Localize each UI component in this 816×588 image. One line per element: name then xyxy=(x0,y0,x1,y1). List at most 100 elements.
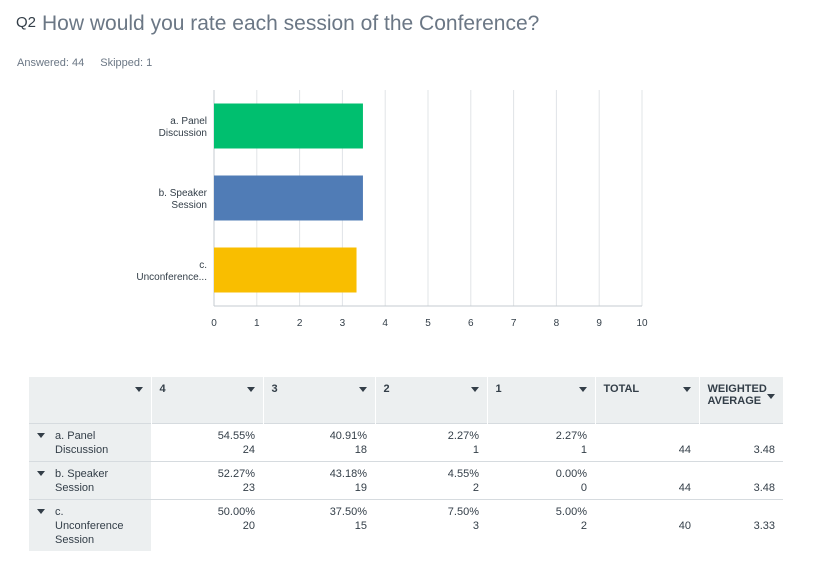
response-cell: 2.27% 1 xyxy=(375,423,487,462)
response-cell: 52.27% 23 xyxy=(151,461,263,500)
column-header-label: WEIGHTED xyxy=(707,383,767,395)
answered-count: Answered: 44 xyxy=(17,57,85,69)
column-header[interactable]: TOTAL xyxy=(594,377,699,424)
response-cell: 0.00% 0 xyxy=(487,461,595,500)
count-value: 2 xyxy=(472,482,479,494)
row-header: a. Panel Discussion xyxy=(29,423,151,462)
row-label: b. Speaker Session xyxy=(55,468,109,494)
response-cell: 7.50% 3 xyxy=(375,499,487,551)
response-cell: 40.91% 18 xyxy=(263,423,375,462)
table-header-row: 4 3 2 1 TOTAL WEIGHTED AVERAGE xyxy=(29,377,783,424)
column-header[interactable] xyxy=(29,377,151,424)
response-cell: 5.00% 2 xyxy=(487,499,595,551)
count-value: 1 xyxy=(580,444,587,456)
category-label: a. Panel xyxy=(170,116,207,127)
bar xyxy=(214,103,363,149)
percent-value: 2.27% xyxy=(447,430,479,442)
row-expand-caret-icon[interactable] xyxy=(37,509,45,514)
total-value: 40 xyxy=(595,499,699,551)
sort-caret-icon[interactable] xyxy=(767,394,775,399)
percent-value: 2.27% xyxy=(555,430,587,442)
percent-value: 52.27% xyxy=(217,468,255,480)
row-label: c. Unconference Session xyxy=(55,506,124,546)
skipped-count: Skipped: 1 xyxy=(100,57,153,69)
count-value: 15 xyxy=(354,520,367,532)
category-label: Session xyxy=(171,200,207,211)
percent-value: 4.55% xyxy=(447,468,479,480)
table-row: b. Speaker Session 52.27% 23 43.18% 19 4.55% 2 0… xyxy=(29,461,783,500)
x-tick-label: 2 xyxy=(297,318,303,329)
column-header-label: TOTAL xyxy=(603,383,640,395)
weighted-average-value: 3.48 xyxy=(699,461,783,500)
percent-value: 43.18% xyxy=(329,468,367,480)
count-value: 2 xyxy=(580,520,587,532)
percent-value: 0.00% xyxy=(555,468,587,480)
row-label: a. Panel Discussion xyxy=(55,430,109,456)
x-tick-label: 1 xyxy=(254,318,260,329)
x-tick-label: 0 xyxy=(211,318,217,329)
x-tick-label: 4 xyxy=(382,318,388,329)
x-tick-label: 8 xyxy=(554,318,560,329)
results-table: 4 3 2 1 TOTAL WEIGHTED AVERAGE a. Panel Discuss… xyxy=(29,377,783,551)
count-value: 20 xyxy=(242,520,255,532)
response-cell: 43.18% 19 xyxy=(263,461,375,500)
count-value: 1 xyxy=(472,444,479,456)
column-header[interactable]: 3 xyxy=(262,377,375,424)
weighted-average-value: 3.48 xyxy=(699,423,783,462)
count-value: 0 xyxy=(580,482,587,494)
percent-value: 50.00% xyxy=(217,506,255,518)
weighted-average-value: 3.33 xyxy=(699,499,783,551)
row-header: b. Speaker Session xyxy=(29,461,151,500)
response-stats: Answered: 44 Skipped: 1 xyxy=(17,57,152,69)
question-header: Q2 How would you rate each session of the… xyxy=(16,12,539,36)
x-tick-label: 9 xyxy=(596,318,602,329)
percent-value: 5.00% xyxy=(555,506,587,518)
response-cell: 54.55% 24 xyxy=(151,423,263,462)
count-value: 18 xyxy=(354,444,367,456)
percent-value: 40.91% xyxy=(329,430,367,442)
row-header: c. Unconference Session xyxy=(29,499,151,551)
category-label: c. xyxy=(199,260,207,271)
table-row: a. Panel Discussion 54.55% 24 40.91% 18 2.27% 1… xyxy=(29,423,783,462)
count-value: 3 xyxy=(472,520,479,532)
column-header-label: 3 xyxy=(271,383,278,395)
column-header-label: AVERAGE xyxy=(707,395,762,407)
count-value: 24 xyxy=(242,444,255,456)
total-value: 44 xyxy=(595,461,699,500)
table-row: c. Unconference Session 50.00% 20 37.50% 15 7.5… xyxy=(29,499,783,551)
column-header-label: 1 xyxy=(495,383,502,395)
column-header[interactable]: 1 xyxy=(486,377,595,424)
total-value: 44 xyxy=(595,423,699,462)
sort-caret-icon[interactable] xyxy=(358,387,367,392)
column-header[interactable]: WEIGHTED AVERAGE xyxy=(698,377,783,424)
category-label: Unconference... xyxy=(136,272,207,283)
percent-value: 7.50% xyxy=(447,506,479,518)
column-header[interactable]: 2 xyxy=(374,377,487,424)
response-cell: 2.27% 1 xyxy=(487,423,595,462)
response-cell: 4.55% 2 xyxy=(375,461,487,500)
row-expand-caret-icon[interactable] xyxy=(37,471,45,476)
percent-value: 37.50% xyxy=(329,506,367,518)
x-tick-label: 6 xyxy=(468,318,474,329)
table-body: a. Panel Discussion 54.55% 24 40.91% 18 2.27% 1… xyxy=(29,423,783,551)
sort-caret-icon[interactable] xyxy=(470,387,479,392)
sort-caret-icon[interactable] xyxy=(578,387,587,392)
category-label: Discussion xyxy=(159,128,207,139)
sort-caret-icon[interactable] xyxy=(246,387,255,392)
response-cell: 50.00% 20 xyxy=(151,499,263,551)
sort-caret-icon[interactable] xyxy=(682,387,691,392)
percent-value: 54.55% xyxy=(217,430,255,442)
bar xyxy=(214,175,363,221)
column-header-label: 4 xyxy=(159,383,166,395)
question-title: How would you rate each session of the C… xyxy=(42,12,540,35)
response-cell: 37.50% 15 xyxy=(263,499,375,551)
count-value: 19 xyxy=(354,482,367,494)
sort-caret-icon[interactable] xyxy=(134,387,143,392)
x-tick-label: 10 xyxy=(636,318,648,329)
row-expand-caret-icon[interactable] xyxy=(37,433,45,438)
category-label: b. Speaker xyxy=(159,188,208,199)
x-tick-label: 3 xyxy=(340,318,346,329)
column-header-label: 2 xyxy=(383,383,390,395)
column-header[interactable]: 4 xyxy=(150,377,263,424)
